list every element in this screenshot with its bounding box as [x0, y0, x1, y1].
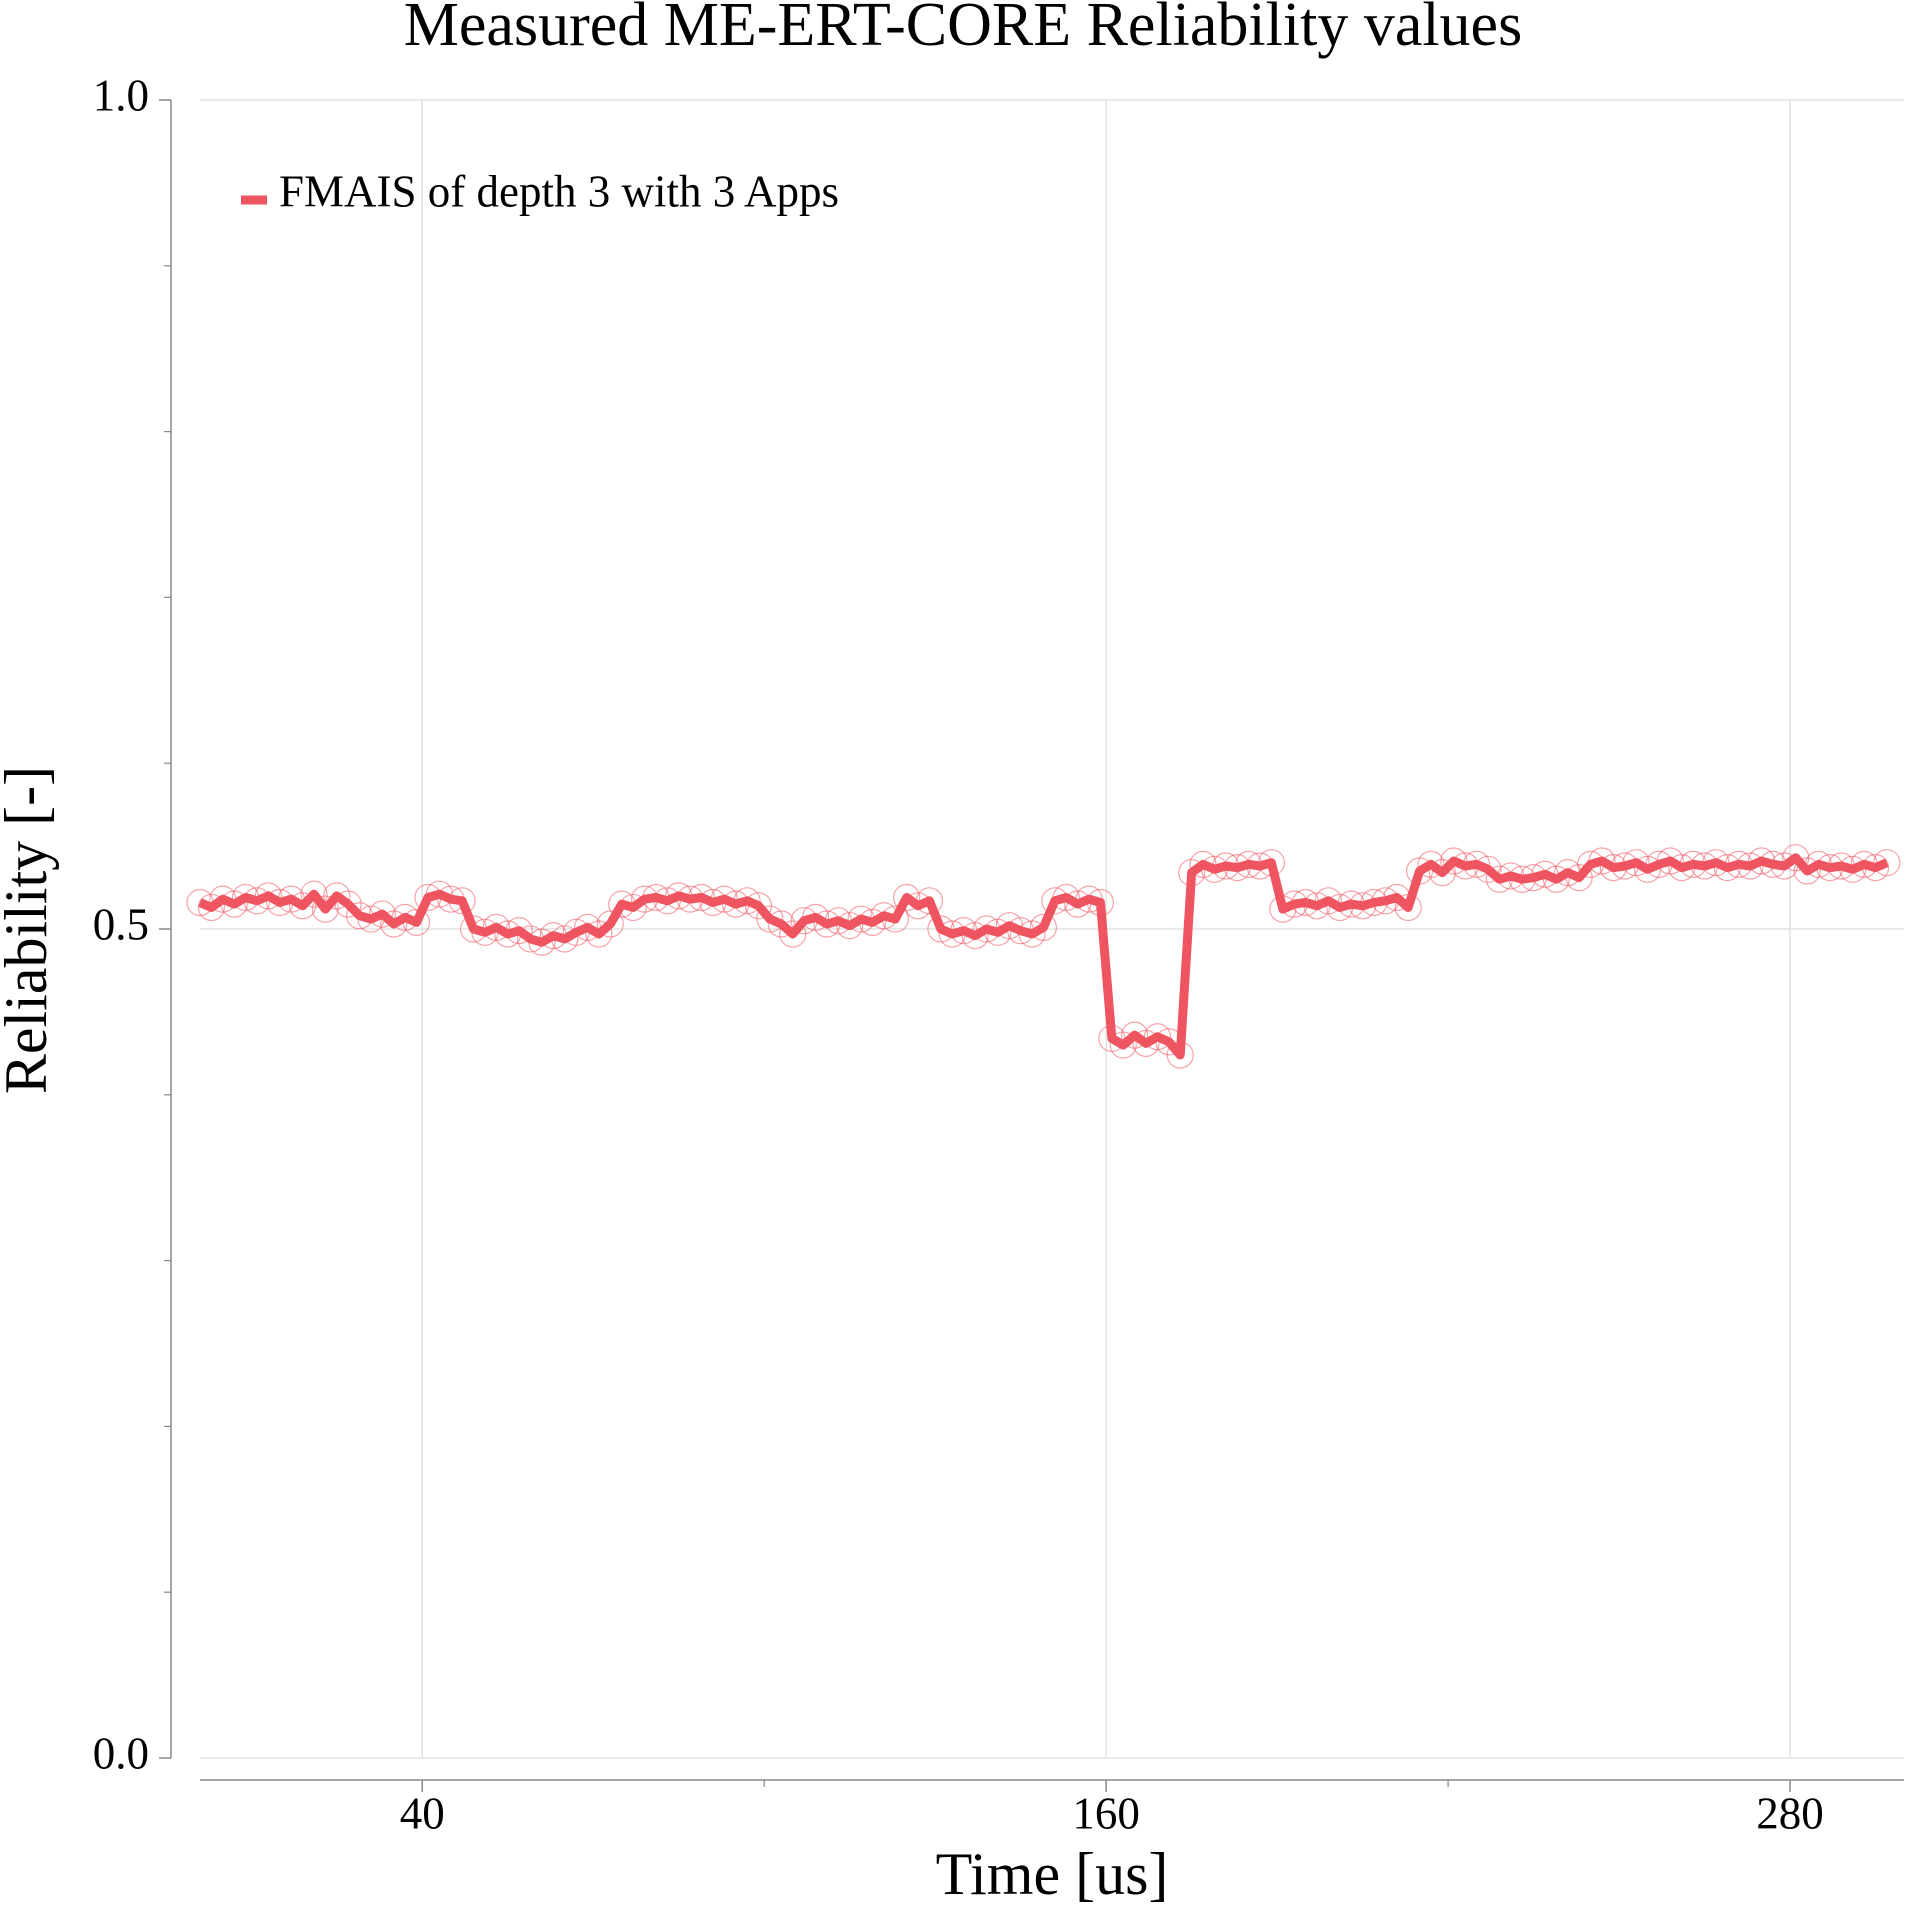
marker	[323, 882, 351, 910]
y-axis-label: Reliability [-]	[0, 766, 59, 1094]
marker	[585, 920, 613, 948]
marker	[1121, 1021, 1149, 1049]
y-tick-label: 0.0	[93, 1728, 149, 1778]
marker	[1109, 1031, 1137, 1059]
marker	[767, 910, 795, 938]
legend-label: FMAIS of depth 3 with 3 Apps	[279, 166, 839, 216]
x-tick-label: 40	[400, 1788, 445, 1838]
x-axis-label: Time [us]	[936, 1841, 1169, 1907]
y-tick-label: 0.5	[93, 899, 149, 949]
marker	[756, 905, 784, 933]
y-tick-label: 1.0	[93, 70, 149, 120]
x-tick-label: 280	[1756, 1788, 1824, 1838]
marker	[1029, 913, 1058, 941]
marker	[288, 892, 317, 920]
x-tick-label: 160	[1072, 1788, 1140, 1838]
chart-title: Measured ME-ERT-CORE Reliability values	[404, 0, 1522, 59]
marker	[1428, 859, 1456, 887]
marker	[300, 880, 328, 908]
marker	[893, 883, 921, 912]
marker	[1474, 855, 1502, 883]
marker	[1440, 847, 1468, 875]
marker	[197, 893, 225, 922]
marker	[1417, 850, 1445, 878]
series-line	[198, 853, 1889, 1060]
